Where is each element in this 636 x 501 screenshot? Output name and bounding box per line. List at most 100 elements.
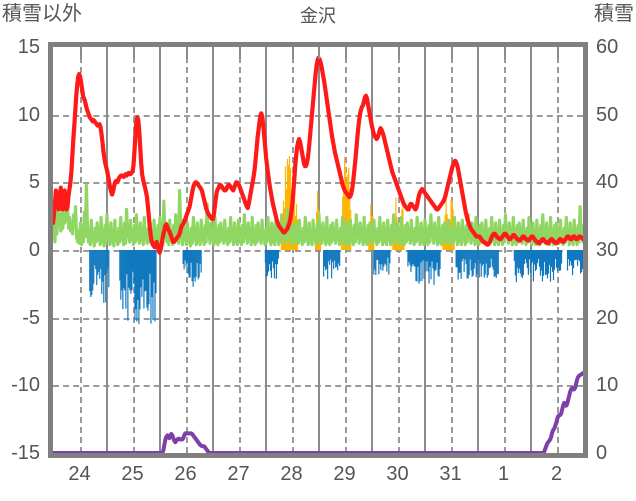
precip-bar	[491, 250, 493, 267]
y-tick-left-4: -5	[22, 306, 40, 329]
precip-bar	[270, 250, 273, 278]
precip-bar	[373, 250, 375, 275]
x-tick-24: 24	[68, 463, 91, 485]
precip-bar	[143, 250, 145, 309]
precip-bar	[457, 250, 459, 280]
precip-bar	[558, 250, 561, 271]
precip-bar	[467, 250, 469, 279]
precip-bar	[198, 250, 200, 278]
precip-bar	[284, 166, 287, 250]
x-tick-27: 27	[227, 463, 250, 485]
precip-bar	[269, 250, 272, 271]
tickmark-top-7-0	[424, 47, 426, 59]
precip-bar	[438, 250, 440, 277]
precip-bar	[568, 250, 571, 266]
precip-bar	[436, 250, 438, 263]
tickmark-top-6-0.5	[397, 47, 400, 59]
precip-bar	[276, 250, 279, 265]
snow-depth-line	[53, 371, 583, 453]
precip-bar	[463, 250, 465, 272]
precip-bar	[429, 250, 431, 267]
precip-bar	[432, 250, 434, 269]
precip-bar	[140, 250, 142, 288]
precip-bar	[137, 250, 139, 300]
precip-bar	[470, 250, 472, 271]
precip-bar	[522, 250, 524, 276]
precip-bar	[455, 250, 457, 268]
precip-bar	[274, 250, 277, 265]
precip-bar	[144, 250, 146, 292]
y-tick-right-6: 0	[596, 442, 608, 464]
precip-bar	[553, 250, 556, 271]
precip-bar	[448, 240, 450, 250]
precip-bar	[199, 250, 201, 264]
precip-bar	[98, 250, 100, 272]
precip-bar	[517, 250, 519, 274]
precip-bar	[200, 250, 202, 273]
precip-bar	[93, 250, 95, 284]
x-tick-1: 1	[497, 463, 510, 485]
precip-bar	[430, 250, 432, 280]
y-tick-right-5: 10	[596, 374, 619, 397]
gridline-v-day-3	[212, 47, 214, 453]
precip-bar	[287, 164, 290, 250]
precip-bar	[275, 250, 278, 279]
precip-bar	[551, 250, 554, 272]
left-axis-title: 積雪以外	[2, 3, 82, 25]
precip-bar	[523, 250, 525, 265]
precip-bar	[90, 250, 92, 297]
precip-bar	[574, 250, 577, 260]
precip-bar	[576, 250, 579, 266]
precip-bar	[572, 250, 575, 269]
precip-bar	[412, 250, 414, 264]
temperature-line	[53, 55, 583, 255]
tickmark-top-1-0	[106, 47, 108, 59]
y-tick-right-3: 30	[596, 239, 619, 261]
precip-bar	[524, 250, 526, 260]
precip-bar	[479, 250, 481, 264]
precip-bar	[451, 200, 453, 250]
precip-bar	[139, 250, 141, 310]
wind-line	[53, 183, 583, 248]
precip-bar	[526, 250, 528, 269]
precip-bar	[456, 250, 458, 268]
precip-bar	[145, 250, 147, 291]
right-axis-title: 積雪	[594, 3, 634, 25]
tickmark-top-3-0.5	[238, 47, 241, 59]
precip-bar	[474, 250, 476, 263]
gridline-v-half-8	[503, 47, 506, 453]
precip-bar	[271, 250, 274, 262]
precip-bar	[388, 250, 390, 275]
precip-bar	[193, 250, 195, 278]
y-tick-left-1: 10	[17, 103, 40, 126]
precip-bar	[154, 250, 156, 322]
tickmark-top-2-0	[159, 47, 161, 59]
y-tick-left-3: 0	[28, 239, 40, 261]
precip-bar	[414, 250, 416, 267]
precip-bar	[339, 250, 341, 267]
precip-bar	[534, 250, 537, 271]
precip-bar	[497, 250, 499, 275]
precip-bar	[384, 250, 386, 264]
precip-bar	[560, 250, 563, 264]
precip-bar	[328, 250, 330, 262]
precip-bar	[410, 250, 412, 273]
precip-bar	[417, 250, 419, 267]
precip-bar	[325, 250, 327, 271]
precip-bar	[411, 250, 413, 267]
precip-bar	[141, 250, 143, 297]
precip-bar	[422, 250, 424, 261]
y-tick-right-0: 60	[596, 36, 619, 58]
precip-bar	[566, 250, 569, 271]
precip-bar	[425, 250, 427, 272]
precip-bar	[264, 250, 266, 263]
precip-bar	[477, 250, 479, 260]
precip-bar	[559, 250, 562, 271]
precip-bar	[493, 250, 495, 277]
precip-bar	[573, 250, 576, 261]
precip-bar	[331, 250, 333, 279]
precip-bar	[485, 250, 487, 264]
precip-bar	[338, 250, 340, 264]
precip-bar	[532, 250, 535, 282]
precip-bar	[125, 250, 127, 309]
